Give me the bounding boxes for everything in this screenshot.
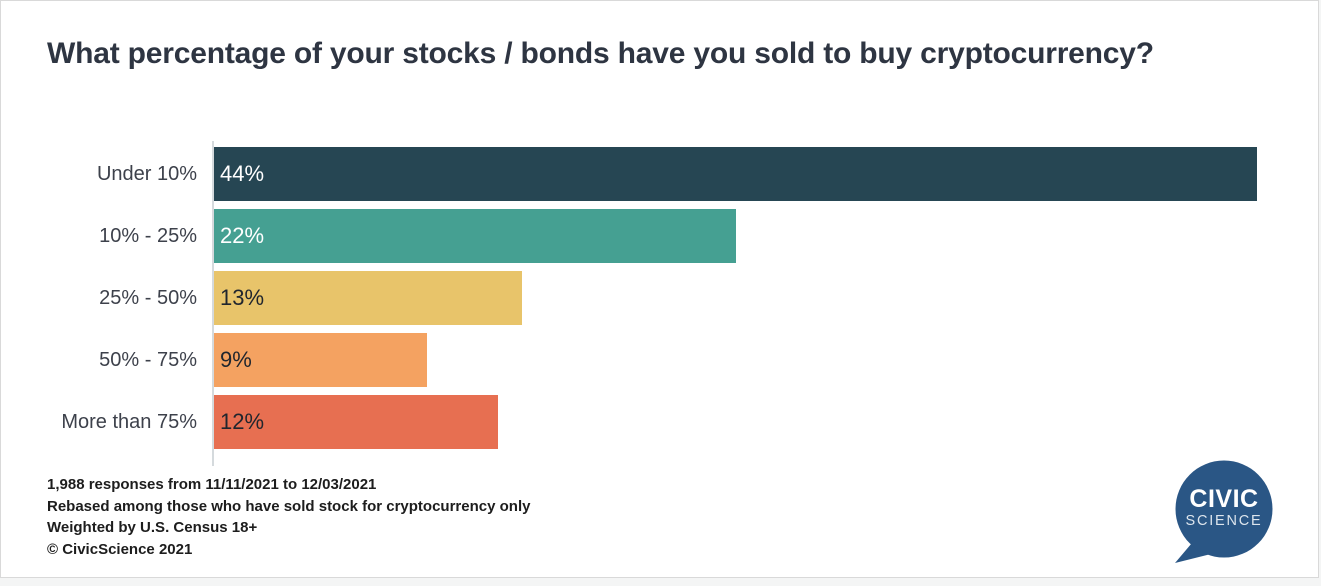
category-label: More than 75% [61,410,197,433]
civicscience-logo: CIVIC SCIENCE [1175,460,1273,563]
footnote-rebased: Rebased among those who have sold stock … [47,497,531,515]
bar: 44% [214,147,1257,201]
logo-text-civic: CIVIC [1189,485,1258,513]
bar-row: 50% - 75% 9% [1,333,1318,387]
bar-row: More than 75% 12% [1,395,1318,449]
logo-bubble-tail [1175,537,1215,563]
bar-chart: Under 10% 44% 10% - 25% 22% 25% - 50% 13% 50% … [1,147,1318,457]
category-label: 25% - 50% [99,286,197,309]
category-label: Under 10% [96,162,197,185]
bar: 12% [214,395,498,449]
footnote-weighted: Weighted by U.S. Census 18+ [47,519,258,536]
bar-value-label: 9% [220,347,252,372]
bar-row: Under 10% 44% [1,147,1318,201]
logo-bubble-circle [1175,460,1273,558]
chart-title: What percentage of your stocks / bonds h… [47,37,1154,70]
bar: 9% [214,333,427,387]
bar-row: 10% - 25% 22% [1,209,1318,263]
footnote-copyright: © CivicScience 2021 [47,540,193,558]
bar-value-label: 44% [220,161,265,186]
chart-footnotes: 1,988 responses from 11/11/2021 to 12/03… [47,474,530,560]
bar-value-label: 22% [220,223,265,248]
logo-text-science: SCIENCE [1185,513,1262,529]
bar-value-label: 12% [220,409,265,434]
y-axis-line [212,141,214,466]
bar: 13% [214,271,522,325]
category-label: 50% - 75% [99,348,197,371]
bar-value-label: 13% [220,285,265,310]
bar: 22% [214,209,736,263]
bar-row: 25% - 50% 13% [1,271,1318,325]
category-label: 10% - 25% [99,224,197,247]
footnote-responses: 1,988 responses from 11/11/2021 to 12/03… [47,476,377,493]
